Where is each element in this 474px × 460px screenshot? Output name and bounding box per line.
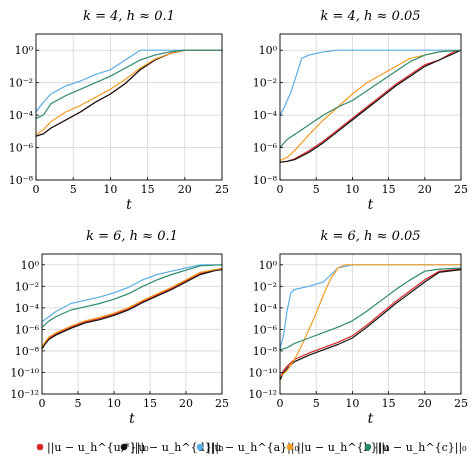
y-tick-label: 10⁻⁶ xyxy=(15,323,40,336)
x-tick-label: 25 xyxy=(215,183,229,196)
subplot-2: 0 5 10 15 20 25 10⁻⁸ 10⁻⁶ 10⁻⁴ 10⁻² 10⁰ k = 4, h ≈ … xyxy=(253,9,468,213)
series-line-orange xyxy=(35,49,223,136)
y-tick-label: 10⁻² xyxy=(253,77,277,90)
x-tick-label: 5 xyxy=(313,183,320,196)
y-tick-label: 10⁻² xyxy=(253,280,277,293)
x-tick-label: 15 xyxy=(141,183,155,196)
legend-marker-green xyxy=(364,443,372,451)
y-tick-label: 10⁻⁸ xyxy=(15,345,40,358)
y-tick-label: 10⁻⁴ xyxy=(15,302,40,315)
subplot-title: k = 4, h ≈ 0.1 xyxy=(83,9,175,24)
x-tick-label: 0 xyxy=(277,183,284,196)
x-tick-label: 10 xyxy=(107,397,121,410)
plot-frame xyxy=(279,253,462,395)
legend-marker-orange xyxy=(286,443,294,451)
subplot-3: 0 5 10 15 20 25 10⁻¹² 10⁻¹⁰ 10⁻⁸ 10⁻⁶ 10⁻⁴ 10⁻² 10⁰ k… xyxy=(10,229,229,427)
y-tick-label: 10⁰ xyxy=(259,259,278,272)
x-tick-label: 0 xyxy=(277,397,284,410)
x-tick-label: 5 xyxy=(70,183,77,196)
y-tick-label: 10⁻⁴ xyxy=(253,302,278,315)
y-tick-label: 10⁻⁴ xyxy=(9,109,34,122)
y-tick-label: 10⁻⁸ xyxy=(253,174,278,187)
series-line-green xyxy=(35,49,223,119)
y-tick-label: 10⁻² xyxy=(15,280,39,293)
plot-frame xyxy=(35,33,223,181)
series-line-red xyxy=(41,268,223,349)
x-axis-label: t xyxy=(368,197,374,213)
plot-frame xyxy=(41,253,223,395)
series-line-blue xyxy=(35,49,223,113)
subplot-title: k = 6, h ≈ 0.1 xyxy=(86,229,178,244)
series-line-red xyxy=(279,268,462,379)
x-tick-label: 15 xyxy=(382,397,396,410)
y-tick-label: 10⁻⁸ xyxy=(253,345,278,358)
legend: ||u − u_h^{u,*}||₀||u − u_h^{d}||₀||u − … xyxy=(36,441,467,455)
legend-label: ||u − u_h^{c}||₀ xyxy=(375,441,467,455)
series-line-orange xyxy=(41,267,223,348)
y-tick-label: 10⁻⁴ xyxy=(253,109,278,122)
series-line-black xyxy=(41,269,223,350)
y-tick-label: 10⁻¹⁰ xyxy=(248,366,277,379)
x-tick-label: 5 xyxy=(75,397,82,410)
x-tick-label: 20 xyxy=(418,397,432,410)
y-tick-label: 10⁻¹⁰ xyxy=(10,366,39,379)
x-tick-label: 15 xyxy=(382,183,396,196)
x-tick-label: 10 xyxy=(345,183,359,196)
y-tick-label: 10⁻⁶ xyxy=(253,323,278,336)
series-line-green xyxy=(41,264,223,328)
x-axis-label: t xyxy=(129,411,135,427)
legend-marker-red xyxy=(36,443,44,451)
series-line-green xyxy=(279,267,462,351)
y-tick-label: 10⁻¹² xyxy=(10,388,39,401)
x-tick-label: 10 xyxy=(103,183,117,196)
series-line-black xyxy=(35,49,223,137)
x-axis-label: t xyxy=(368,411,374,427)
legend-marker-black xyxy=(120,443,128,451)
x-tick-label: 0 xyxy=(39,397,46,410)
x-tick-label: 15 xyxy=(143,397,157,410)
subplot-title: k = 6, h ≈ 0.05 xyxy=(320,229,420,244)
x-tick-label: 25 xyxy=(454,397,468,410)
x-tick-label: 0 xyxy=(33,183,40,196)
series-line-blue xyxy=(41,264,223,323)
y-tick-label: 10⁰ xyxy=(21,259,40,272)
y-tick-label: 10⁻⁶ xyxy=(9,142,34,155)
x-tick-label: 5 xyxy=(313,397,320,410)
y-tick-label: 10⁻² xyxy=(9,77,33,90)
series-line-blue xyxy=(279,49,462,116)
legend-label: ||u − u_h^{a}||₀ xyxy=(207,441,300,455)
x-axis-label: t xyxy=(126,197,132,213)
x-tick-label: 25 xyxy=(215,397,229,410)
y-tick-label: 10⁻⁸ xyxy=(9,174,34,187)
series-line-blue xyxy=(279,264,462,350)
x-tick-label: 20 xyxy=(179,397,193,410)
series-line-red xyxy=(35,49,223,137)
subplot-1: 0 5 10 15 20 25 10⁻⁸ 10⁻⁶ 10⁻⁴ 10⁻² 10⁰ k = 4, h ≈ … xyxy=(9,9,229,213)
subplot-4: 0 5 10 15 20 25 10⁻¹² 10⁻¹⁰ 10⁻⁸ 10⁻⁶ 10⁻⁴ 10⁻² 10⁰ k… xyxy=(248,229,468,427)
y-tick-label: 10⁰ xyxy=(259,44,278,57)
x-tick-label: 10 xyxy=(345,397,359,410)
series-line-black xyxy=(279,49,462,163)
y-tick-label: 10⁰ xyxy=(15,44,34,57)
series-line-green xyxy=(279,49,462,149)
x-tick-label: 25 xyxy=(454,183,468,196)
y-tick-label: 10⁻⁶ xyxy=(253,142,278,155)
plot-frame xyxy=(279,33,462,181)
x-tick-label: 20 xyxy=(178,183,192,196)
series-line-orange xyxy=(279,264,462,378)
x-tick-label: 20 xyxy=(418,183,432,196)
y-tick-label: 10⁻¹² xyxy=(248,388,277,401)
subplot-title: k = 4, h ≈ 0.05 xyxy=(320,9,420,24)
legend-marker-blue xyxy=(196,443,204,451)
